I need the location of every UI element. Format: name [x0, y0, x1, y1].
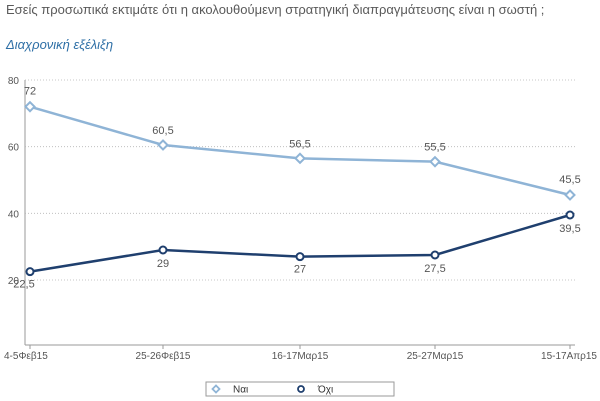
- data-point: [157, 139, 169, 151]
- data-label: 27,5: [424, 263, 445, 275]
- data-point: [295, 252, 305, 262]
- data-point: [564, 189, 576, 201]
- data-point: [158, 245, 168, 255]
- x-tick-label: 25-26Φεβ15: [136, 351, 191, 362]
- data-label: 39,5: [559, 223, 580, 235]
- data-point: [430, 250, 440, 260]
- data-label: 27: [294, 264, 306, 276]
- data-label: 72: [24, 86, 36, 98]
- y-tick-label: 20: [8, 276, 20, 287]
- y-tick-label: 60: [8, 143, 20, 154]
- x-tick-label: 15-17Απρ15: [541, 351, 597, 362]
- data-label: 55,5: [424, 142, 445, 154]
- series-line: [29, 105, 571, 197]
- data-point: [25, 267, 35, 277]
- chart-subtitle: Διαχρονική εξέλιξη: [6, 37, 114, 52]
- data-label: 45,5: [559, 174, 580, 186]
- data-point: [24, 100, 36, 113]
- x-tick-label: 16-17Μαρ15: [272, 351, 329, 362]
- legend-marker-icon: [297, 385, 305, 393]
- data-point: [294, 152, 306, 165]
- data-point: [565, 210, 575, 220]
- legend-label: Όχι: [317, 385, 333, 396]
- x-tick-label: 4-5Φεβ15: [4, 351, 48, 362]
- y-tick-label: 40: [8, 209, 20, 220]
- legend-label: Ναι: [233, 385, 248, 396]
- data-label: 56,5: [289, 138, 310, 150]
- data-label: 22,5: [13, 279, 34, 291]
- data-label: 60,5: [152, 125, 173, 137]
- legend-marker-icon: [211, 384, 221, 394]
- chart-title: Εσείς προσωπικά εκτιμάτε ότι η ακολουθού…: [6, 2, 545, 17]
- x-tick-label: 25-27Μαρ15: [407, 351, 464, 362]
- data-label: 29: [157, 258, 169, 270]
- data-point: [429, 155, 441, 168]
- y-tick-label: 80: [8, 76, 20, 87]
